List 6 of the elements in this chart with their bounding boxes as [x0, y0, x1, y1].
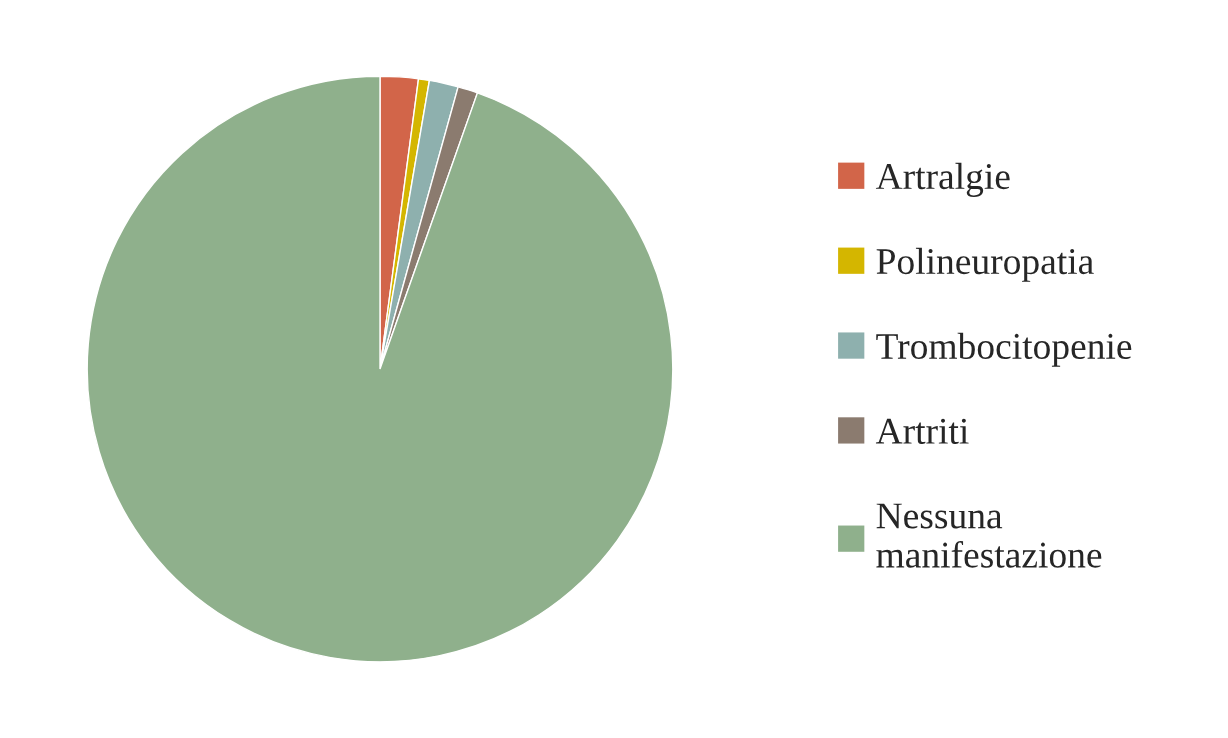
pie-slice	[86, 75, 674, 663]
legend-label: Artriti	[875, 418, 969, 444]
legend-label: Polineuropatia	[876, 247, 1094, 282]
legend-label: Trombocitopenie	[876, 332, 1132, 367]
legend-label: Nessuna manifestazione	[876, 503, 1102, 568]
legend-label: Artralgie	[875, 162, 1010, 197]
